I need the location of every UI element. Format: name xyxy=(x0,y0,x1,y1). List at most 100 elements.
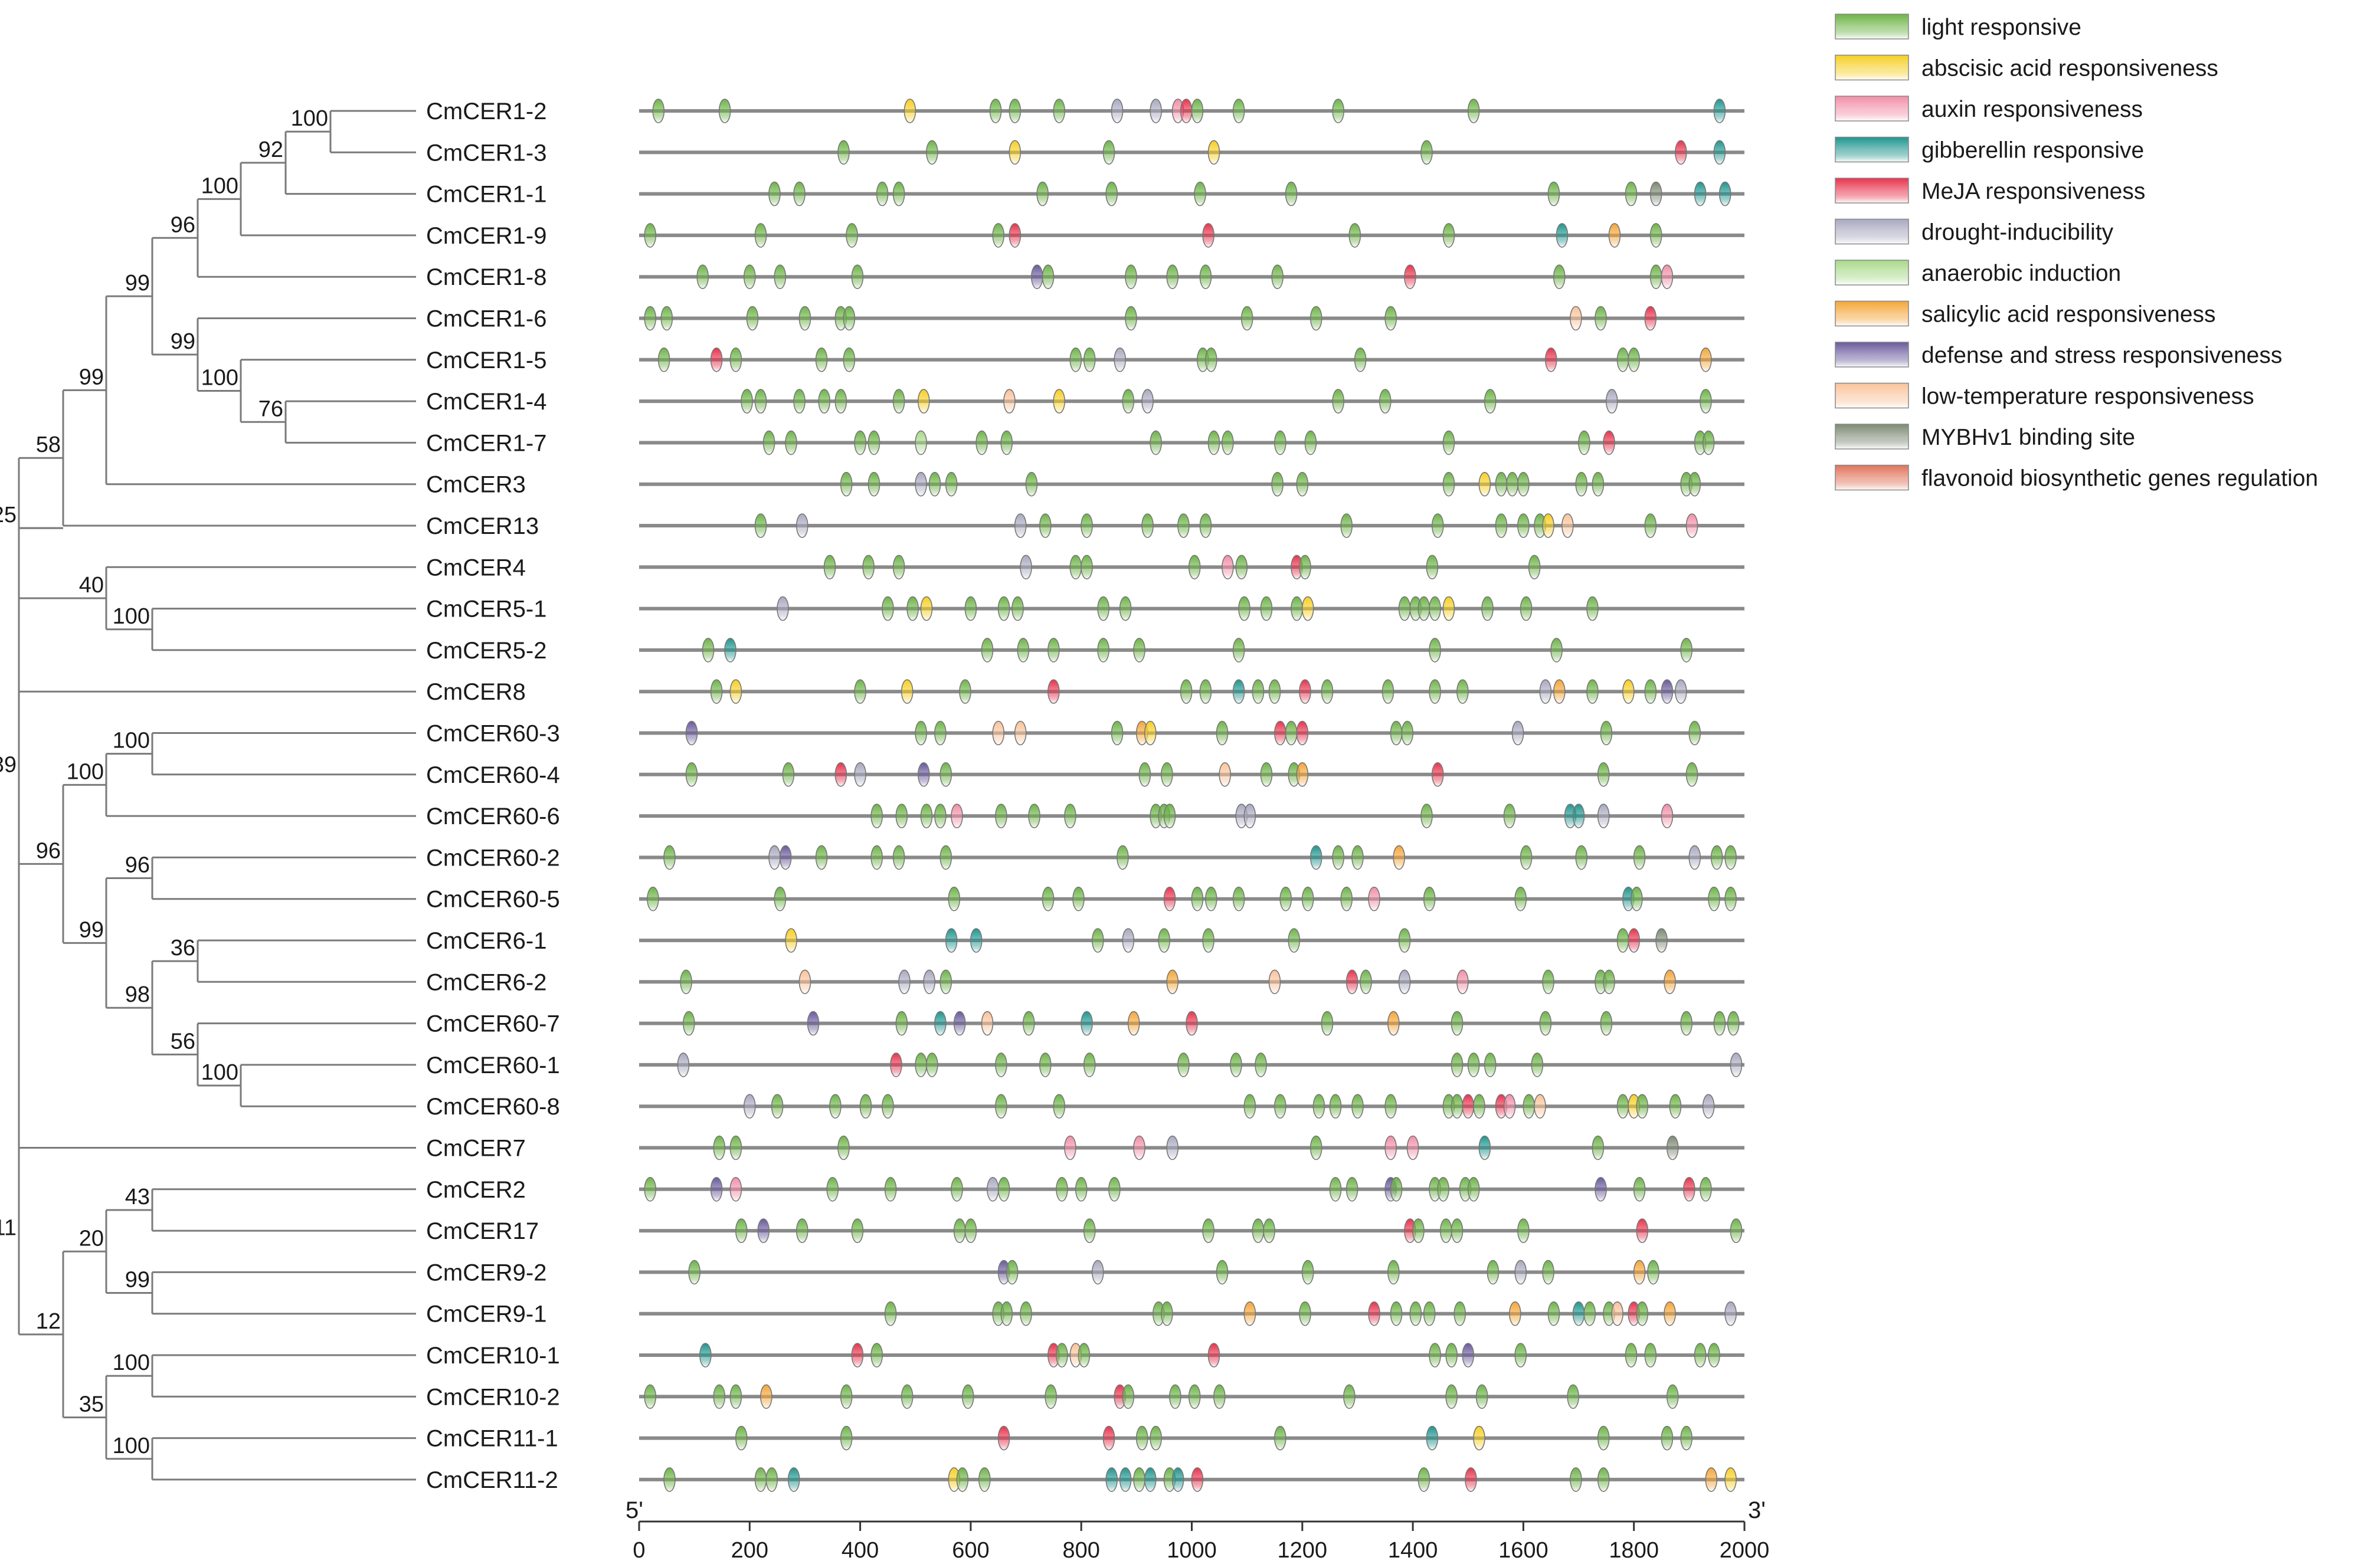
legend-label-drought: drought-inducibility xyxy=(1921,220,2114,245)
cis-element-light xyxy=(1238,596,1250,621)
cis-element-ga xyxy=(1119,1467,1132,1492)
cis-element-light xyxy=(1484,389,1497,414)
cis-element-light xyxy=(1616,1094,1629,1119)
cis-element-light xyxy=(1188,555,1201,580)
cis-element-light xyxy=(867,471,880,497)
cis-element-light xyxy=(989,99,1002,123)
cis-element-light xyxy=(1644,1343,1657,1368)
cis-element-light xyxy=(1069,555,1082,580)
bootstrap-value: 96 xyxy=(125,853,150,878)
gene-track xyxy=(639,638,1744,663)
cis-element-light xyxy=(663,845,676,870)
cis-element-light xyxy=(1097,596,1109,621)
x-tick-label: 600 xyxy=(952,1538,989,1563)
cis-element-light xyxy=(1166,264,1179,290)
cis-element-light xyxy=(1633,845,1646,870)
cis-element-meja xyxy=(997,1425,1010,1451)
cis-element-light xyxy=(1138,762,1151,787)
cis-element-drought xyxy=(1724,1301,1737,1326)
cis-element-meja xyxy=(1299,679,1311,704)
cis-element-light xyxy=(1387,1260,1400,1285)
cis-element-drought xyxy=(1511,720,1524,746)
cis-element-meja xyxy=(1404,264,1416,290)
cis-element-light xyxy=(741,389,753,414)
cis-element-light xyxy=(1423,1301,1436,1326)
cis-element-light xyxy=(785,430,797,455)
cis-element-light xyxy=(1102,140,1115,165)
cis-element-light xyxy=(1644,679,1657,704)
cis-element-light xyxy=(843,347,856,372)
cis-element-meja xyxy=(1345,969,1358,995)
gene-label: CmCER5-1 xyxy=(426,596,546,622)
gene-label: CmCER1-1 xyxy=(426,182,546,208)
cis-element-light xyxy=(657,347,670,372)
cis-element-aba xyxy=(1473,1425,1485,1451)
cis-element-light xyxy=(1133,638,1145,663)
cis-element-light xyxy=(1122,1384,1135,1409)
x-tick-label: 2000 xyxy=(1720,1538,1770,1563)
cis-element-light xyxy=(1111,720,1124,746)
cis-element-light xyxy=(1473,1094,1485,1119)
cis-element-light xyxy=(1547,1301,1560,1326)
gene-label: CmCER60-6 xyxy=(426,804,560,829)
cis-element-sa xyxy=(1705,1467,1718,1492)
cis-element-lowtemp xyxy=(1219,762,1231,787)
legend-swatch-light xyxy=(1835,14,1909,40)
cis-element-light xyxy=(1204,886,1217,911)
cis-element-lowtemp xyxy=(981,1011,994,1036)
cis-element-light xyxy=(1332,389,1344,414)
gene-label: CmCER10-2 xyxy=(426,1384,560,1410)
cis-element-light xyxy=(1260,762,1273,787)
gene-label: CmCER60-3 xyxy=(426,721,560,747)
cis-element-lowtemp xyxy=(798,969,811,995)
cis-element-light xyxy=(1177,513,1190,538)
gene-label: CmCER1-6 xyxy=(426,306,546,332)
gene-track xyxy=(639,347,1744,372)
legend-label-sa: salicylic acid responsiveness xyxy=(1921,302,2216,327)
cis-element-light xyxy=(1445,1343,1458,1368)
cis-element-light xyxy=(1321,679,1334,704)
cis-element-light xyxy=(997,1177,1010,1202)
cis-element-light xyxy=(1426,555,1439,580)
gene-label: CmCER11-1 xyxy=(426,1426,558,1452)
cis-element-light xyxy=(1332,99,1344,123)
gene-label: CmCER2 xyxy=(426,1177,526,1203)
cis-element-light xyxy=(1222,430,1234,455)
cis-element-light xyxy=(1514,886,1527,911)
cis-element-sa xyxy=(1127,1011,1140,1036)
cis-element-light xyxy=(1603,969,1615,995)
cis-element-light xyxy=(1451,1094,1464,1119)
cis-element-light xyxy=(851,1218,864,1243)
cis-element-light xyxy=(735,1425,748,1451)
cis-element-light xyxy=(1042,264,1055,290)
cis-element-light xyxy=(882,596,894,621)
cis-element-light xyxy=(1467,99,1480,123)
gene-track xyxy=(639,596,1744,621)
cis-element-light xyxy=(1150,430,1162,455)
cis-element-ga xyxy=(945,928,958,953)
cis-element-meja xyxy=(1009,223,1022,248)
cis-element-light xyxy=(1727,1011,1740,1036)
cis-element-light xyxy=(1586,679,1599,704)
cis-element-sa xyxy=(1393,845,1405,870)
cis-element-light xyxy=(1578,430,1590,455)
cis-element-light xyxy=(1429,679,1441,704)
cis-element-auxin xyxy=(1384,1135,1397,1160)
x-tick-label: 1800 xyxy=(1609,1538,1659,1563)
cis-element-light xyxy=(995,804,1007,828)
legend: light responsive abscisic acid responsive… xyxy=(1835,14,2318,491)
cis-element-light xyxy=(1279,886,1292,911)
cis-element-light xyxy=(1056,1343,1068,1368)
cis-element-light xyxy=(939,762,952,787)
cis-element-light xyxy=(1329,1094,1342,1119)
cis-element-light xyxy=(1285,720,1298,746)
cis-element-lowtemp xyxy=(1561,513,1574,538)
cis-element-light xyxy=(1409,1301,1422,1326)
cis-element-drought xyxy=(1597,804,1610,828)
cis-element-light xyxy=(964,1218,977,1243)
cis-element-defense xyxy=(710,1177,723,1202)
bootstrap-value: 56 xyxy=(171,1029,195,1054)
gene-track xyxy=(639,99,1744,123)
cis-element-light xyxy=(1216,1260,1229,1285)
